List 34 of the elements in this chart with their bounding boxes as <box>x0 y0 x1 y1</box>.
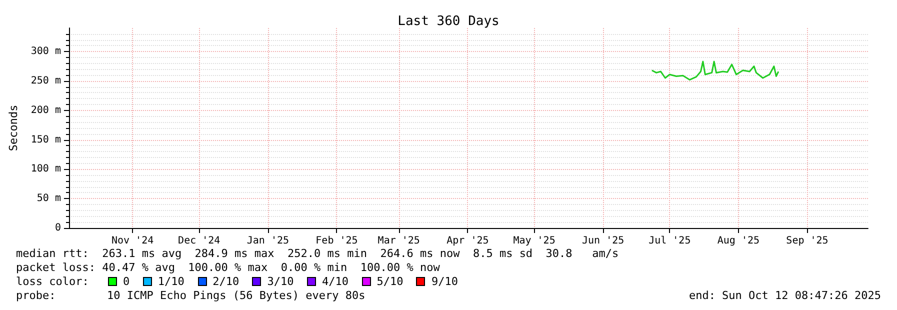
x-tick-label: Feb '25 <box>316 236 358 246</box>
line-series <box>651 60 780 81</box>
text: 4/10 <box>322 275 349 288</box>
text: median rtt: 263.1 ms avg 284.9 ms max 252.0 ms min 264.6 ms now 8.5 ms sd 30.8 am/s <box>16 247 619 260</box>
y-axis-title: Seconds <box>7 104 20 152</box>
y-tick-label: 50 m <box>36 193 61 204</box>
x-tick-label: Jan '25 <box>246 236 290 246</box>
text: 3/10 <box>267 275 294 288</box>
text: probe: <box>16 289 56 302</box>
text: end: Sun Oct 12 08:47:26 2025 <box>688 289 882 302</box>
text: 2/10 <box>212 275 240 288</box>
text: 0 <box>123 275 130 288</box>
text: loss color: <box>16 275 89 288</box>
text: packet loss: 40.47 % avg 100.00 % max 0.00 % min 100.00 % now <box>16 261 440 274</box>
y-tick-label: 0 <box>54 222 61 234</box>
x-tick-label: Apr '25 <box>446 236 489 246</box>
y-tick-label: 250 m <box>30 75 61 86</box>
y-tick-label: 200 m <box>30 104 61 116</box>
x-tick-label: Mar '25 <box>378 236 420 246</box>
x-tick-label: Aug '25 <box>717 236 760 246</box>
x-tick-label: Sep '25 <box>786 236 828 246</box>
chart-title: Last 360 Days <box>398 14 500 29</box>
text: 10 ICMP Echo Pings (56 Bytes) every 80s <box>107 289 366 302</box>
text: 9/10 <box>431 275 458 288</box>
x-tick-label: Jun '25 <box>582 236 624 246</box>
text: 5/10 <box>376 275 404 288</box>
x-tick-label: Jul '25 <box>648 236 691 246</box>
x-tick-label: Dec '24 <box>178 236 220 246</box>
y-tick-label: 300 m <box>30 46 61 58</box>
x-tick-label: May '25 <box>513 236 556 246</box>
y-tick-label: 150 m <box>30 134 61 146</box>
x-tick-label: Nov '24 <box>111 236 154 246</box>
text: 1/10 <box>158 275 184 288</box>
y-tick-label: 100 m <box>30 164 61 175</box>
